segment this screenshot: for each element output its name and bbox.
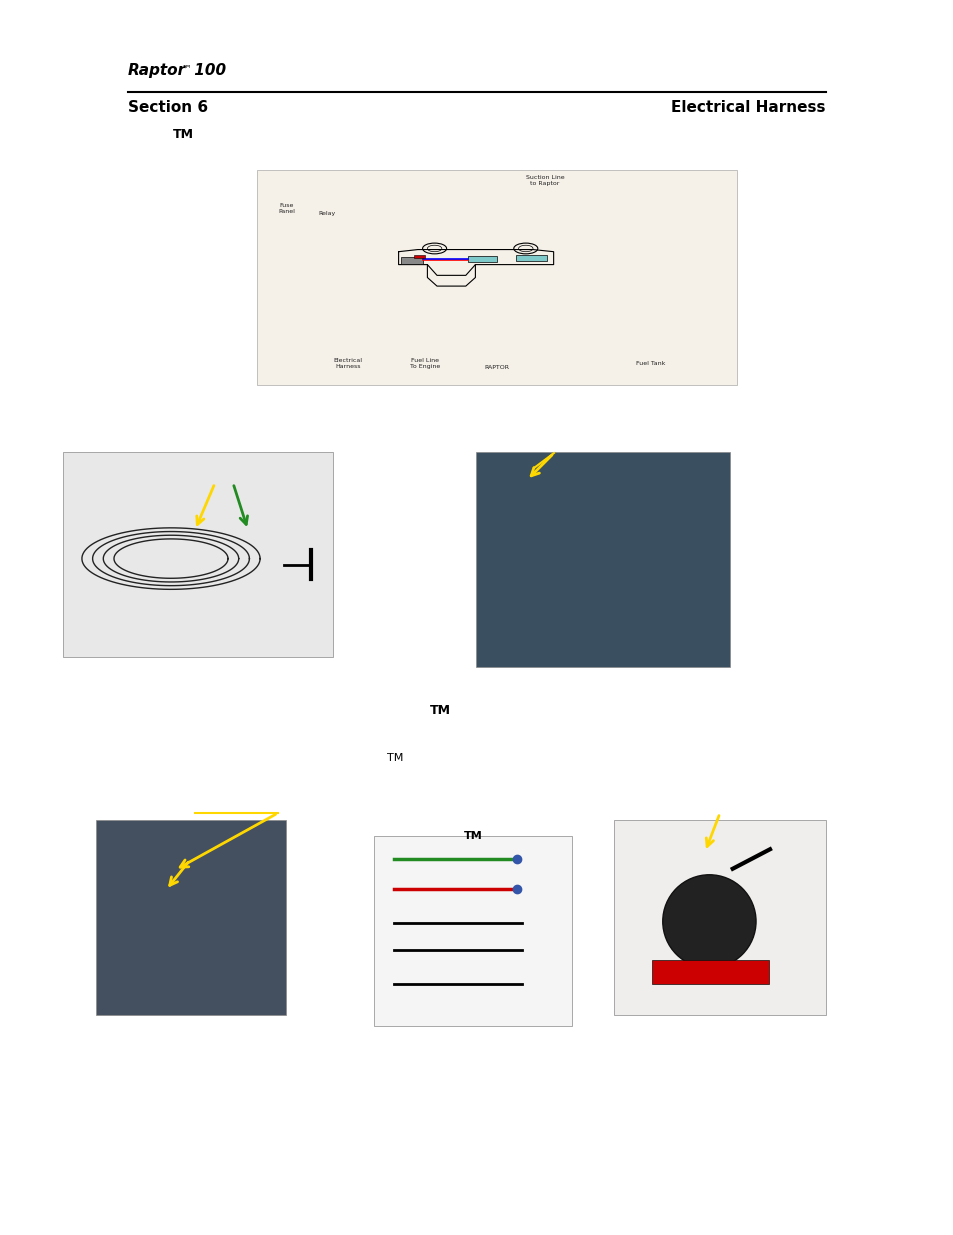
Bar xyxy=(374,836,572,1026)
Bar xyxy=(96,820,286,1015)
Bar xyxy=(614,820,825,1015)
Circle shape xyxy=(662,874,755,968)
Text: Section 6: Section 6 xyxy=(128,100,208,115)
Text: Suction Line
to Raptor: Suction Line to Raptor xyxy=(525,175,564,186)
Text: 100: 100 xyxy=(189,63,226,78)
Text: Raptor: Raptor xyxy=(128,63,186,78)
Text: Fuel Line
To Engine: Fuel Line To Engine xyxy=(410,358,439,369)
Text: Relay: Relay xyxy=(317,210,335,215)
Text: Electrical
Harness: Electrical Harness xyxy=(334,358,362,369)
Text: TM: TM xyxy=(386,753,403,763)
Bar xyxy=(476,452,729,667)
Bar xyxy=(400,257,422,263)
Bar xyxy=(256,170,737,385)
Bar xyxy=(414,256,424,258)
Text: Fuel Tank: Fuel Tank xyxy=(636,361,664,366)
Text: TM: TM xyxy=(172,128,193,142)
Bar xyxy=(468,256,497,263)
Bar xyxy=(516,254,547,261)
Text: TM: TM xyxy=(463,831,482,841)
Text: Fuse
Panel: Fuse Panel xyxy=(278,204,294,214)
Bar xyxy=(652,961,768,984)
Text: RAPTOR: RAPTOR xyxy=(484,366,509,370)
Text: Electrical Harness: Electrical Harness xyxy=(671,100,825,115)
Text: ™: ™ xyxy=(182,63,192,73)
Bar xyxy=(63,452,333,657)
Text: TM: TM xyxy=(429,704,450,716)
